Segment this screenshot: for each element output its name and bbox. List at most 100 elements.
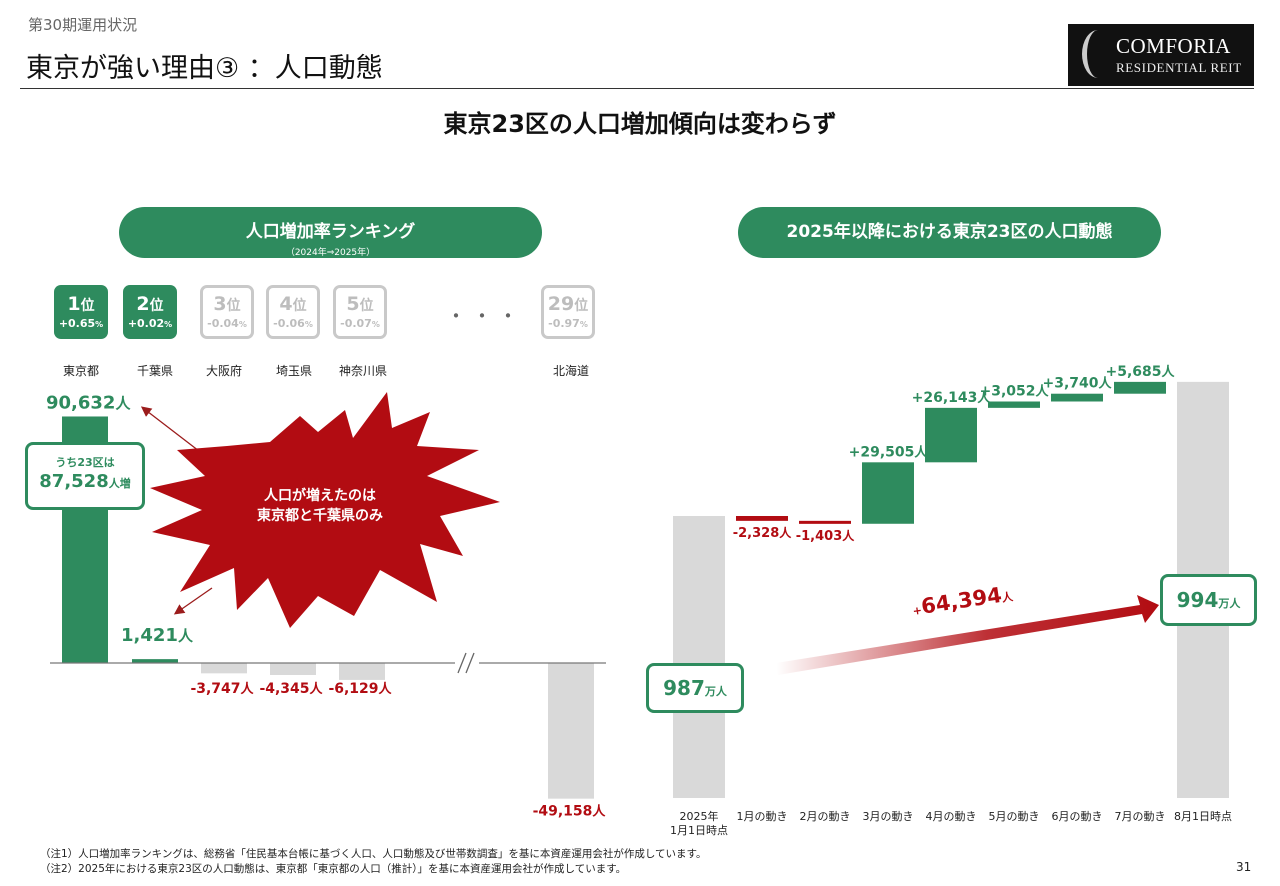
bar-2 xyxy=(201,663,247,674)
rank-suffix: 位 xyxy=(292,298,307,314)
bar-move-6 xyxy=(1051,393,1103,402)
data-label: 90,632人 xyxy=(46,392,131,413)
rank-rate-unit: % xyxy=(238,320,247,329)
rank-rate: +0.02 xyxy=(127,317,165,330)
bar-move-2 xyxy=(799,520,851,524)
tick-label: 1月の動き xyxy=(737,809,788,823)
data-label: -49,158人 xyxy=(533,804,607,820)
data-label: -3,747人 xyxy=(190,681,254,697)
bar-4 xyxy=(339,663,385,680)
axis-break-icon xyxy=(455,652,479,674)
burst-shape xyxy=(150,392,500,628)
data-label: +26,143人 xyxy=(912,390,992,406)
burst-line2: 東京都と千葉県のみ xyxy=(257,508,383,524)
tick-label: 8月1日時点 xyxy=(1174,810,1232,823)
rank-number: 3 xyxy=(213,293,227,315)
trend-unit: 人 xyxy=(1001,590,1014,605)
data-label: 1,421人 xyxy=(121,625,194,646)
rank-rate: -0.97 xyxy=(548,317,580,330)
rank-box: 29位 -0.97% xyxy=(541,285,595,339)
data-label: +29,505人 xyxy=(849,444,929,460)
rank-number: 29 xyxy=(547,293,575,315)
bar-move-5 xyxy=(988,401,1040,408)
end-total-unit: 万人 xyxy=(1218,597,1241,610)
end-total-value: 994 xyxy=(1176,588,1219,612)
rank-suffix: 位 xyxy=(359,298,374,314)
tick-label: 2月の動き xyxy=(800,809,851,823)
rank-box: 4位 -0.06% xyxy=(266,285,320,339)
rank-box: 1位 +0.65% xyxy=(54,285,108,339)
data-label: -4,345人 xyxy=(259,681,323,697)
bar-move-3 xyxy=(862,462,914,524)
data-label: +3,740人 xyxy=(1042,376,1112,392)
logo-line1: COMFORIA xyxy=(1116,34,1231,58)
start-total-callout: 987万人 xyxy=(646,663,744,713)
comforia-logo: COMFORIA RESIDENTIAL REIT xyxy=(1068,24,1254,86)
ranking-pill: 人口増加率ランキング （2024年⇒2025年） xyxy=(119,207,542,258)
rank-suffix: 位 xyxy=(574,298,589,314)
tick-label: 5月の動き xyxy=(989,809,1040,823)
ranking-pill-title: 人口増加率ランキング xyxy=(245,222,416,242)
tick-label: 東京都 xyxy=(62,364,99,378)
data-label: -6,129人 xyxy=(328,681,392,697)
rank-number: 5 xyxy=(346,293,360,315)
rank-rate-unit: % xyxy=(95,320,104,329)
rank-suffix: 位 xyxy=(80,298,95,314)
ward-callout: うち23区は 87,528人増 xyxy=(25,442,145,510)
page-title: 東京が強い理由③ ：人口動態 xyxy=(26,53,383,84)
bar-5 xyxy=(548,663,594,799)
tick-label: 1月1日時点 xyxy=(670,824,728,837)
rank-rate-unit: % xyxy=(579,320,588,329)
bar-move-1 xyxy=(736,516,788,521)
data-label: +5,685人 xyxy=(1105,364,1175,380)
bar-move-4 xyxy=(925,407,977,463)
rank-rate: -0.06 xyxy=(273,317,305,330)
tick-label: 7月の動き xyxy=(1115,809,1166,823)
start-total-value: 987 xyxy=(663,676,705,700)
bar-total-0 xyxy=(673,516,725,798)
tick-label: 千葉県 xyxy=(136,364,173,378)
title-divider xyxy=(20,88,1254,89)
tick-label: 3月の動き xyxy=(863,809,914,823)
rank-number: 1 xyxy=(67,293,81,315)
tick-label: 4月の動き xyxy=(926,809,977,823)
tick-label: 北海道 xyxy=(552,364,589,378)
bar-move-7 xyxy=(1114,381,1166,394)
tick-label: 神奈川県 xyxy=(338,364,387,378)
ellipsis: ・・・ xyxy=(446,304,524,328)
rank-rate: +0.65 xyxy=(58,317,96,330)
burst-line1: 人口が増えたのは xyxy=(264,488,376,504)
end-total-callout: 994万人 xyxy=(1160,574,1257,626)
rank-rate-unit: % xyxy=(164,320,173,329)
ranking-pill-subtitle: （2024年⇒2025年） xyxy=(285,248,376,258)
bar-1 xyxy=(132,659,178,663)
data-label: +3,052人 xyxy=(979,383,1049,399)
ward-callout-unit: 人増 xyxy=(108,477,131,490)
ward-callout-value: 87,528 xyxy=(39,471,109,492)
burst-text: 人口が増えたのは 東京都と千葉県のみ xyxy=(225,486,415,526)
tick-label: 大阪府 xyxy=(205,364,242,378)
page-number: 31 xyxy=(1236,860,1252,874)
logo-swoosh-icon xyxy=(1082,30,1114,78)
headline: 東京23区の人口増加傾向は変わらず xyxy=(443,110,837,138)
rank-number: 4 xyxy=(279,293,293,315)
ranking-bar-chart: 90,632人 1,421人 -3,747人 -4,345人 -6,129人 -49,15… xyxy=(46,392,607,820)
tick-label: 2025年 xyxy=(680,809,719,823)
pointer-arrow-chiba xyxy=(173,587,213,615)
tick-label: 6月の動き xyxy=(1052,809,1103,823)
rank-rate-unit: % xyxy=(371,320,380,329)
rank-rate: -0.04 xyxy=(207,317,239,330)
dynamics-pill: 2025年以降における東京23区の人口動態 xyxy=(738,207,1161,258)
rank-suffix: 位 xyxy=(149,298,164,314)
rank-rate-unit: % xyxy=(304,320,313,329)
tick-label: 埼玉県 xyxy=(275,364,312,378)
rank-box: 5位 -0.07% xyxy=(333,285,387,339)
footnote-1: （注1）人口増加率ランキングは、総務省「住民基本台帳に基づく人口、人口動態及び世… xyxy=(40,848,707,860)
rank-suffix: 位 xyxy=(226,298,241,314)
rank-box: 3位 -0.04% xyxy=(200,285,254,339)
rank-box: 2位 +0.02% xyxy=(123,285,177,339)
trend-arrow xyxy=(776,595,1159,675)
bar-3 xyxy=(270,663,316,675)
ward-callout-label: うち23区は xyxy=(55,456,115,469)
